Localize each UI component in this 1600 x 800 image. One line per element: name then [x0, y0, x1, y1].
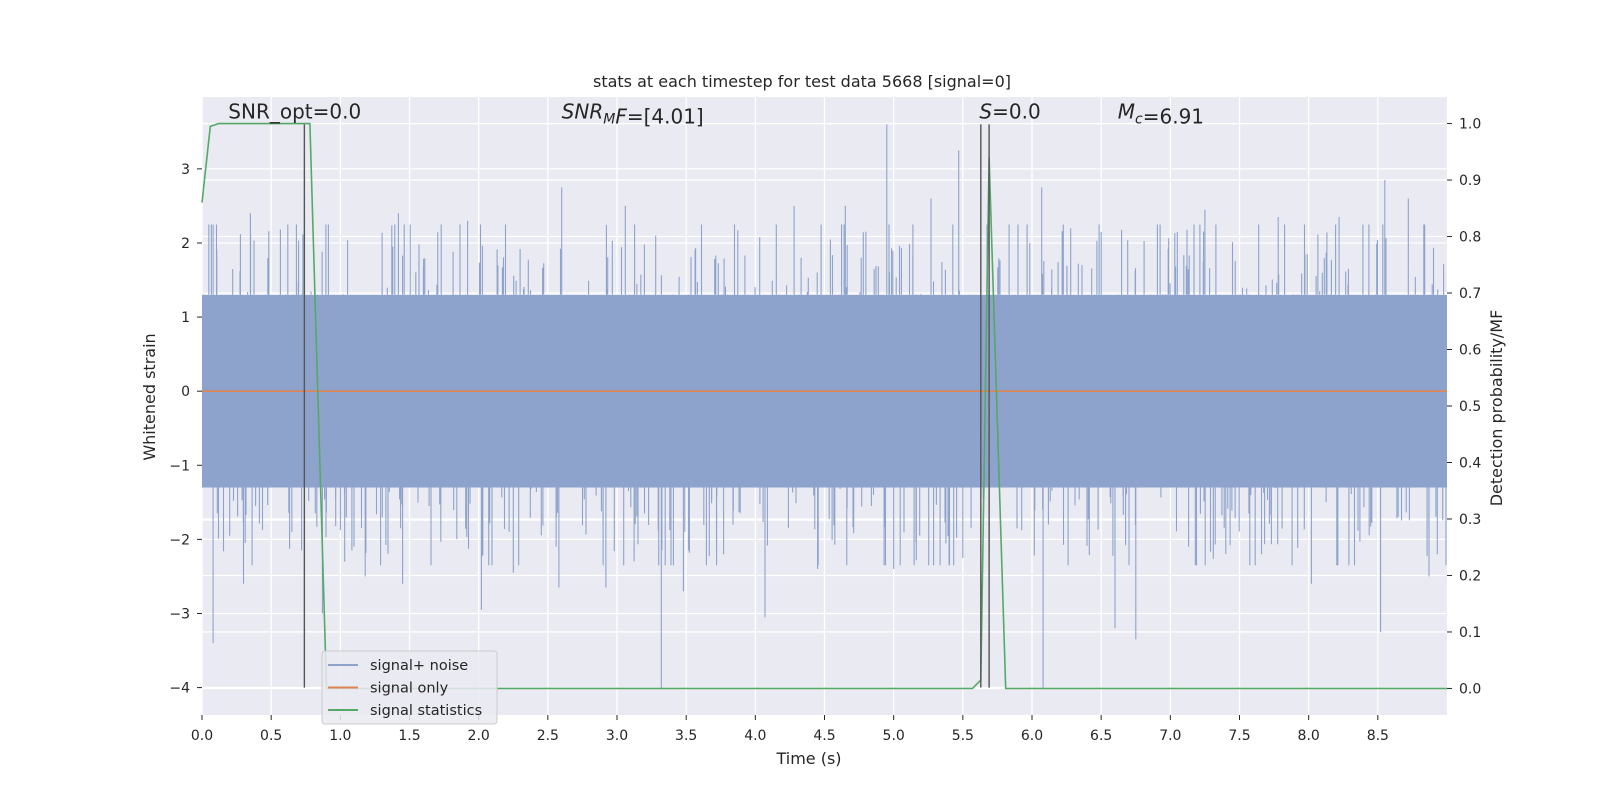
x-tick-label-7: 3.5: [675, 728, 697, 744]
x-tick-label-17: 8.5: [1367, 728, 1389, 744]
y-axis-ticks: 3 2 1 0 −1 −2 −3 −4: [169, 162, 202, 697]
y2-tick-label-5: 0.5: [1459, 399, 1481, 415]
x-tick-label-12: 6.0: [1021, 728, 1043, 744]
x-axis-label: Time (s): [775, 749, 841, 768]
x-tick-label-10: 5.0: [883, 728, 905, 744]
y2-axis-ticks: 1.0 0.9 0.8 0.7 0.6 0.5 0.4 0.3 0.2 0.1 0.0: [1447, 117, 1481, 697]
legend-label-1: signal only: [370, 681, 449, 697]
x-tick-label-0: 0.0: [191, 728, 213, 744]
annotation-snr-opt: SNR_opt=0.0: [228, 99, 361, 123]
y-tick-label-3: 0: [181, 384, 190, 400]
annotation-mc-value: Mc=6.91: [1118, 99, 1204, 128]
y-tick-label-1: 2: [181, 236, 190, 252]
y-tick-label-6: −3: [169, 606, 190, 622]
y2-tick-label-3: 0.7: [1459, 286, 1481, 302]
y2-tick-label-1: 0.9: [1459, 173, 1481, 189]
y-tick-label-5: −2: [169, 532, 190, 548]
annotation-snr-mf: SNRMF=[4.01]: [562, 99, 704, 128]
legend: signal+ noise signal only signal statistic…: [321, 650, 498, 725]
y2-tick-label-7: 0.3: [1459, 512, 1481, 528]
x-tick-label-1: 0.5: [260, 728, 282, 744]
x-tick-label-15: 7.5: [1228, 728, 1250, 744]
y-axis-label: Whitened strain: [140, 333, 159, 460]
y2-axis-label: Detection probability/MF: [1487, 310, 1506, 507]
vertical-markers: [303, 124, 990, 688]
x-tick-label-3: 1.5: [398, 728, 420, 744]
x-tick-label-4: 2.0: [468, 728, 490, 744]
y2-tick-label-9: 0.1: [1459, 625, 1481, 641]
y2-tick-label-8: 0.2: [1459, 568, 1481, 584]
legend-label-0: signal+ noise: [370, 658, 468, 674]
y-tick-label-4: −1: [169, 458, 190, 474]
x-tick-label-11: 5.5: [952, 728, 974, 744]
x-tick-label-13: 6.5: [1090, 728, 1112, 744]
y2-tick-label-6: 0.4: [1459, 455, 1481, 471]
y2-tick-label-4: 0.6: [1459, 343, 1481, 359]
x-tick-label-6: 3.0: [606, 728, 628, 744]
chart-title: stats at each timestep for test data 566…: [593, 72, 1011, 91]
y2-tick-label-2: 0.8: [1459, 230, 1481, 246]
legend-label-2: signal statistics: [370, 703, 482, 719]
x-tick-label-2: 1.0: [329, 728, 351, 744]
legend-box: [321, 650, 498, 725]
y-tick-label-7: −4: [169, 681, 190, 697]
y2-tick-label-10: 0.0: [1459, 681, 1481, 697]
x-tick-label-14: 7.0: [1159, 728, 1181, 744]
annotations: SNR_opt=0.0 SNRMF=[4.01] S=0.0 Mc=6.91: [228, 99, 1204, 128]
y-tick-label-0: 3: [181, 162, 190, 178]
y-tick-label-2: 1: [181, 310, 190, 326]
annotation-s-value: S=0.0: [979, 99, 1040, 123]
x-axis-ticks: 0.0 0.5 1.0 1.5 2.0 2.5 3.0 3.5 4.0 4.5 5.0 5.5 6.0 6…: [191, 715, 1389, 744]
noise-spikes: [202, 124, 1447, 688]
x-tick-label-16: 8.0: [1298, 728, 1320, 744]
x-tick-label-9: 4.5: [813, 728, 835, 744]
x-tick-label-5: 2.5: [537, 728, 559, 744]
x-tick-label-8: 4.0: [744, 728, 766, 744]
y2-tick-label-0: 1.0: [1459, 117, 1481, 133]
